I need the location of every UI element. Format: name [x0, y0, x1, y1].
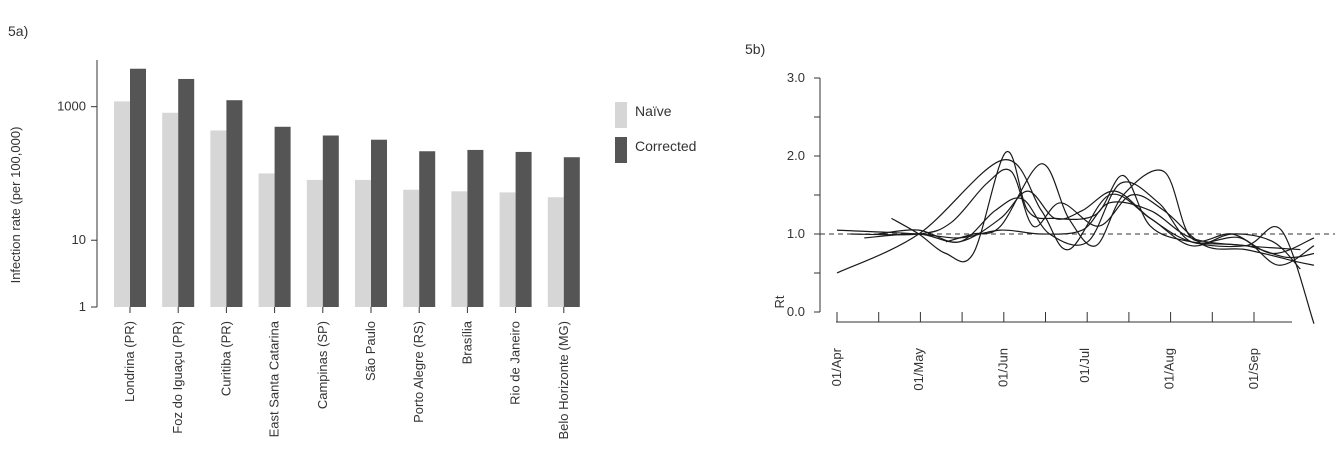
category-label: Brasília	[459, 320, 474, 364]
category-label: Curitiba (PR)	[218, 321, 233, 396]
bar-naive	[499, 192, 516, 307]
category-label: Belo Horizonte (MG)	[556, 321, 571, 439]
y-tick-label-5a: 1000	[57, 99, 86, 114]
x-tick-label-5b: 01/Aug	[1162, 348, 1177, 389]
legend-label-naive: Naïve	[635, 103, 672, 119]
x-tick-label-5b: 01/May	[911, 348, 926, 391]
bar-corrected	[515, 151, 532, 307]
bar-corrected	[563, 157, 580, 307]
rt-series-line-7	[850, 168, 1315, 266]
legend-5a: Naïve Corrected	[615, 102, 696, 163]
bar-corrected	[419, 151, 436, 307]
category-label: Londrina (PR)	[122, 321, 137, 402]
bar-corrected	[178, 78, 195, 307]
x-tick-label-5b: 01/Apr	[829, 347, 844, 386]
y-axis-title-5a: Infection rate (per 100,000)	[8, 127, 23, 284]
bar-naive	[114, 101, 130, 307]
y-tick-label-5b: 0.0	[787, 304, 805, 319]
y-tick-label-5b: 2.0	[787, 148, 805, 163]
rt-series-line-1	[836, 159, 1301, 274]
category-label: Campinas (SP)	[315, 321, 330, 409]
bar-corrected	[226, 100, 243, 308]
x-tick-label-5b: 01/Jul	[1077, 348, 1092, 383]
panel-5a: 5a) Infection rate (per 100,000) 1 10 1000…	[8, 23, 696, 439]
bar-corrected	[322, 135, 339, 307]
category-label: East Santa Catarina	[267, 320, 282, 437]
panel-label-5a: 5a)	[8, 23, 28, 39]
rt-series-line-4	[864, 190, 1315, 324]
legend-label-corrected: Corrected	[635, 138, 696, 154]
bar-naive	[210, 130, 227, 307]
y-tick-label-5b: 1.0	[787, 226, 805, 241]
category-label: Rio de Janeiro	[508, 321, 523, 405]
y-tick-label-5b: 3.0	[787, 70, 805, 85]
bar-naive	[258, 173, 275, 307]
legend-swatch-corrected	[615, 137, 627, 163]
x-tick-label-5b: 01/Sep	[1246, 348, 1261, 389]
bar-naive	[162, 112, 179, 307]
category-label: São Paulo	[363, 321, 378, 381]
rt-series-line-2	[836, 201, 1301, 251]
legend-swatch-naive	[615, 102, 627, 128]
y-tick-label-5a: 1	[79, 299, 86, 314]
category-label: Foz do Iguaçu (PR)	[170, 321, 185, 434]
x-tick-label-5b: 01/Jun	[995, 348, 1010, 387]
bar-corrected	[274, 126, 291, 307]
bar-naive	[306, 179, 323, 307]
bar-corrected	[130, 68, 146, 308]
y-axis-title-5b: Rt	[772, 295, 787, 308]
panel-label-5b: 5b)	[745, 41, 765, 57]
rt-series-line-3	[891, 151, 1315, 263]
category-label: Porto Alegre (RS)	[411, 321, 426, 423]
bar-corrected	[371, 139, 387, 307]
rt-series-line-5	[945, 163, 1315, 255]
y-tick-label-5a: 10	[72, 232, 86, 247]
bar-naive	[355, 179, 371, 307]
bar-naive	[451, 191, 468, 307]
bar-naive	[547, 197, 564, 307]
bar-naive	[403, 189, 420, 307]
bar-corrected	[467, 149, 484, 307]
panel-5b: 5b) Rt 0.0 1.0 2.0 3.0 01/Apr 01/May 01/Jun 01…	[745, 41, 1335, 391]
rt-series-line-6	[877, 181, 1315, 266]
